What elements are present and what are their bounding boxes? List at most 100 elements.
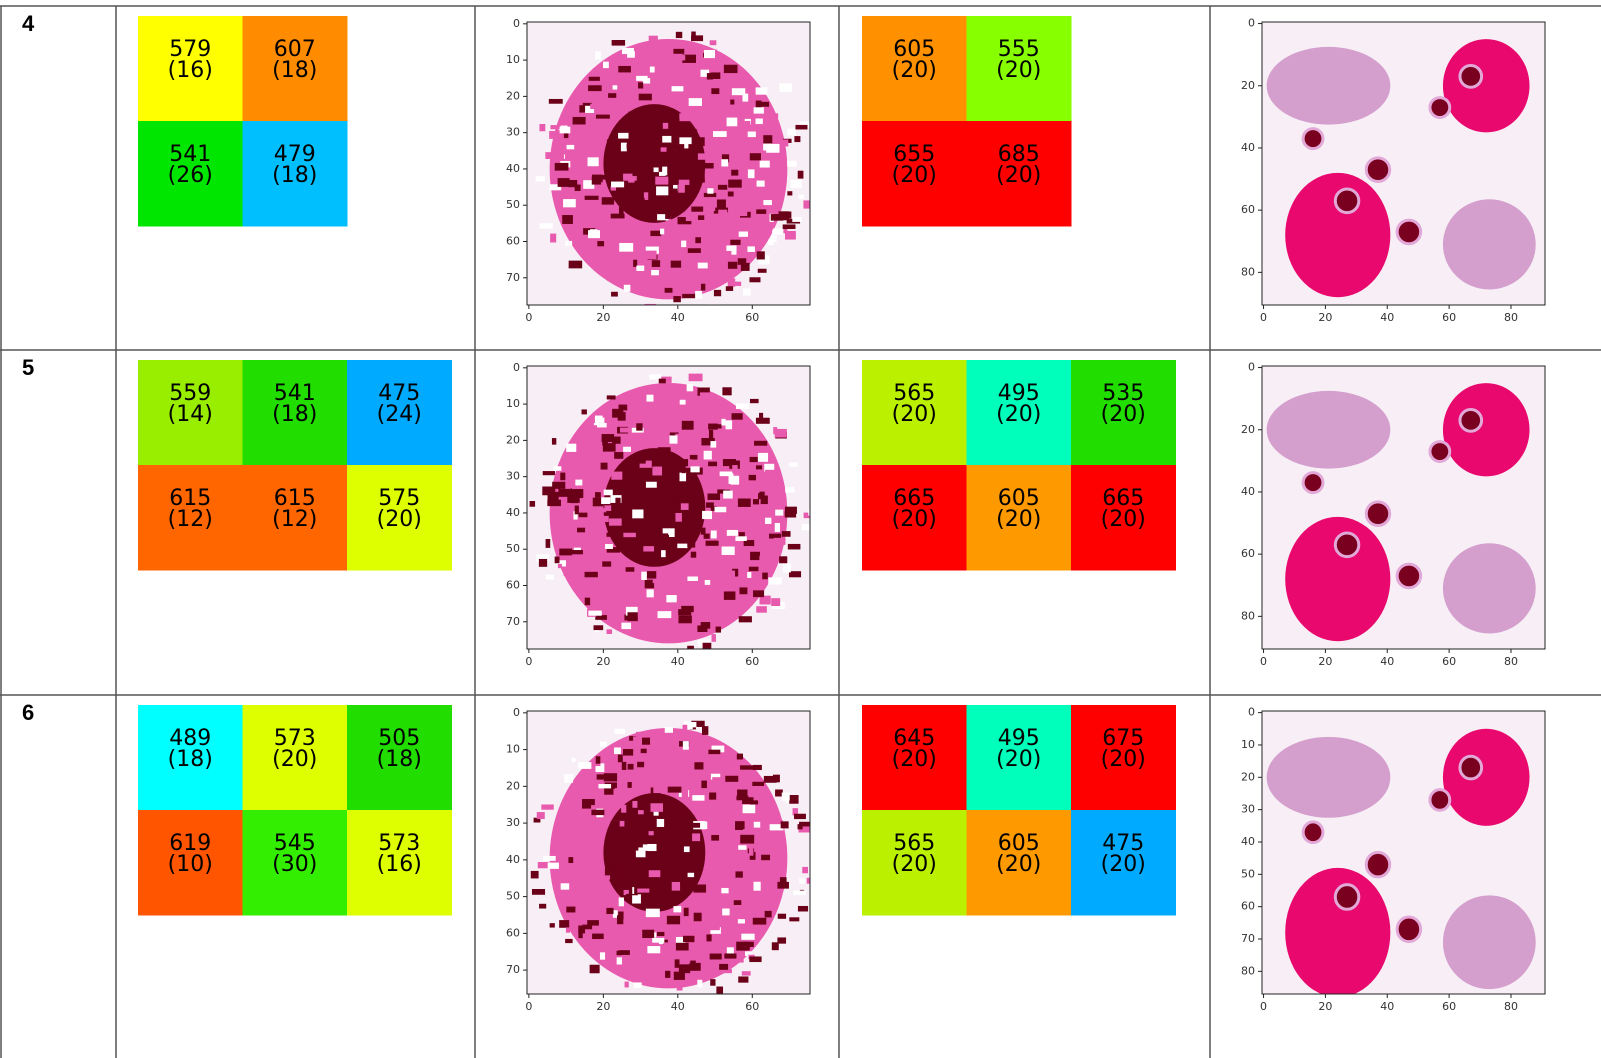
cell-count: (20) (892, 852, 937, 877)
speckle (789, 795, 798, 804)
speckle (647, 994, 655, 999)
speckle (676, 953, 681, 957)
speckle (742, 94, 748, 102)
speckle (561, 875, 575, 882)
speckle (618, 950, 629, 955)
speckle (592, 934, 604, 939)
speckle (621, 143, 627, 152)
speckle (614, 452, 623, 459)
speckle (721, 419, 725, 426)
speckle (612, 40, 625, 46)
speckle (748, 169, 755, 178)
dark-spot (1335, 533, 1359, 557)
speckle (675, 959, 680, 967)
speckle (682, 465, 686, 473)
speckle (566, 444, 576, 452)
speckle (622, 762, 626, 770)
x-tick-label: 20 (596, 311, 610, 324)
speckle (643, 251, 657, 259)
y-tick-label: 60 (506, 926, 520, 939)
speckle (618, 133, 628, 139)
x-tick-label: 60 (745, 1000, 759, 1013)
dark-spot (1397, 564, 1421, 588)
speckle (675, 883, 680, 890)
y-tick-label: 50 (1241, 867, 1255, 880)
speckle (704, 50, 715, 58)
speckle (604, 505, 611, 511)
speckle (730, 100, 734, 105)
speckle (730, 240, 740, 245)
speckle (649, 831, 654, 835)
speckle (538, 862, 549, 868)
speckle (757, 181, 765, 187)
speckle (711, 88, 719, 94)
x-tick-label: 40 (671, 655, 685, 668)
speckle (785, 487, 794, 493)
speckle (592, 177, 601, 185)
speckle (709, 793, 716, 800)
speckle (768, 577, 781, 584)
speckle (601, 497, 610, 504)
speckle (621, 805, 626, 813)
speckle (765, 911, 772, 918)
speckle (631, 867, 637, 873)
speckle (795, 125, 807, 130)
speckle (669, 435, 677, 443)
speckle (545, 152, 553, 159)
speckle (564, 774, 573, 782)
speckle (613, 85, 618, 89)
speckle (695, 291, 702, 299)
speckle (790, 180, 801, 188)
y-tick-label: 10 (506, 53, 520, 66)
cell-count: (18) (168, 747, 213, 772)
speckle (611, 292, 618, 297)
speckle (798, 171, 804, 179)
speckle (774, 113, 778, 118)
x-tick-label: 80 (1504, 311, 1518, 324)
speckle (658, 447, 671, 452)
speckle (706, 934, 711, 941)
speckle (637, 617, 647, 625)
speckle (687, 577, 698, 581)
speckle (552, 438, 556, 445)
row-label: 4 (22, 11, 35, 36)
speckle (743, 805, 756, 814)
speckle (710, 979, 715, 986)
speckle (692, 308, 699, 316)
dark-spot (1460, 66, 1482, 88)
speckle (628, 764, 634, 770)
y-tick-label: 0 (513, 706, 520, 719)
lavender-blob (1443, 199, 1536, 289)
cell-count: (20) (1101, 852, 1146, 877)
table: 4579(16)607(18)541(26)479(18)02040600102… (0, 0, 1601, 1058)
speckle (682, 294, 695, 298)
speckle (531, 871, 539, 879)
speckle (693, 884, 706, 892)
speckle (763, 200, 772, 205)
speckle (698, 215, 704, 220)
x-tick-label: 80 (1504, 655, 1518, 668)
speckle (711, 530, 717, 538)
speckle (671, 261, 681, 268)
speckle (618, 755, 623, 763)
speckle (614, 747, 621, 754)
speckle (706, 502, 714, 507)
speckle (590, 229, 597, 238)
speckle (731, 282, 741, 286)
speckle (765, 470, 778, 479)
speckle (722, 909, 729, 916)
speckle (565, 153, 576, 161)
speckle (735, 871, 742, 877)
speckle (565, 241, 572, 246)
speckle (613, 910, 618, 918)
speckle (807, 878, 817, 884)
speckle (680, 400, 686, 405)
speckle (650, 803, 663, 812)
speckle (624, 285, 631, 292)
speckle (687, 154, 695, 161)
cell-count: (20) (996, 747, 1041, 772)
cell-count: (18) (377, 747, 422, 772)
speckle (721, 159, 728, 166)
speckle (636, 76, 648, 81)
speckle (588, 157, 599, 166)
